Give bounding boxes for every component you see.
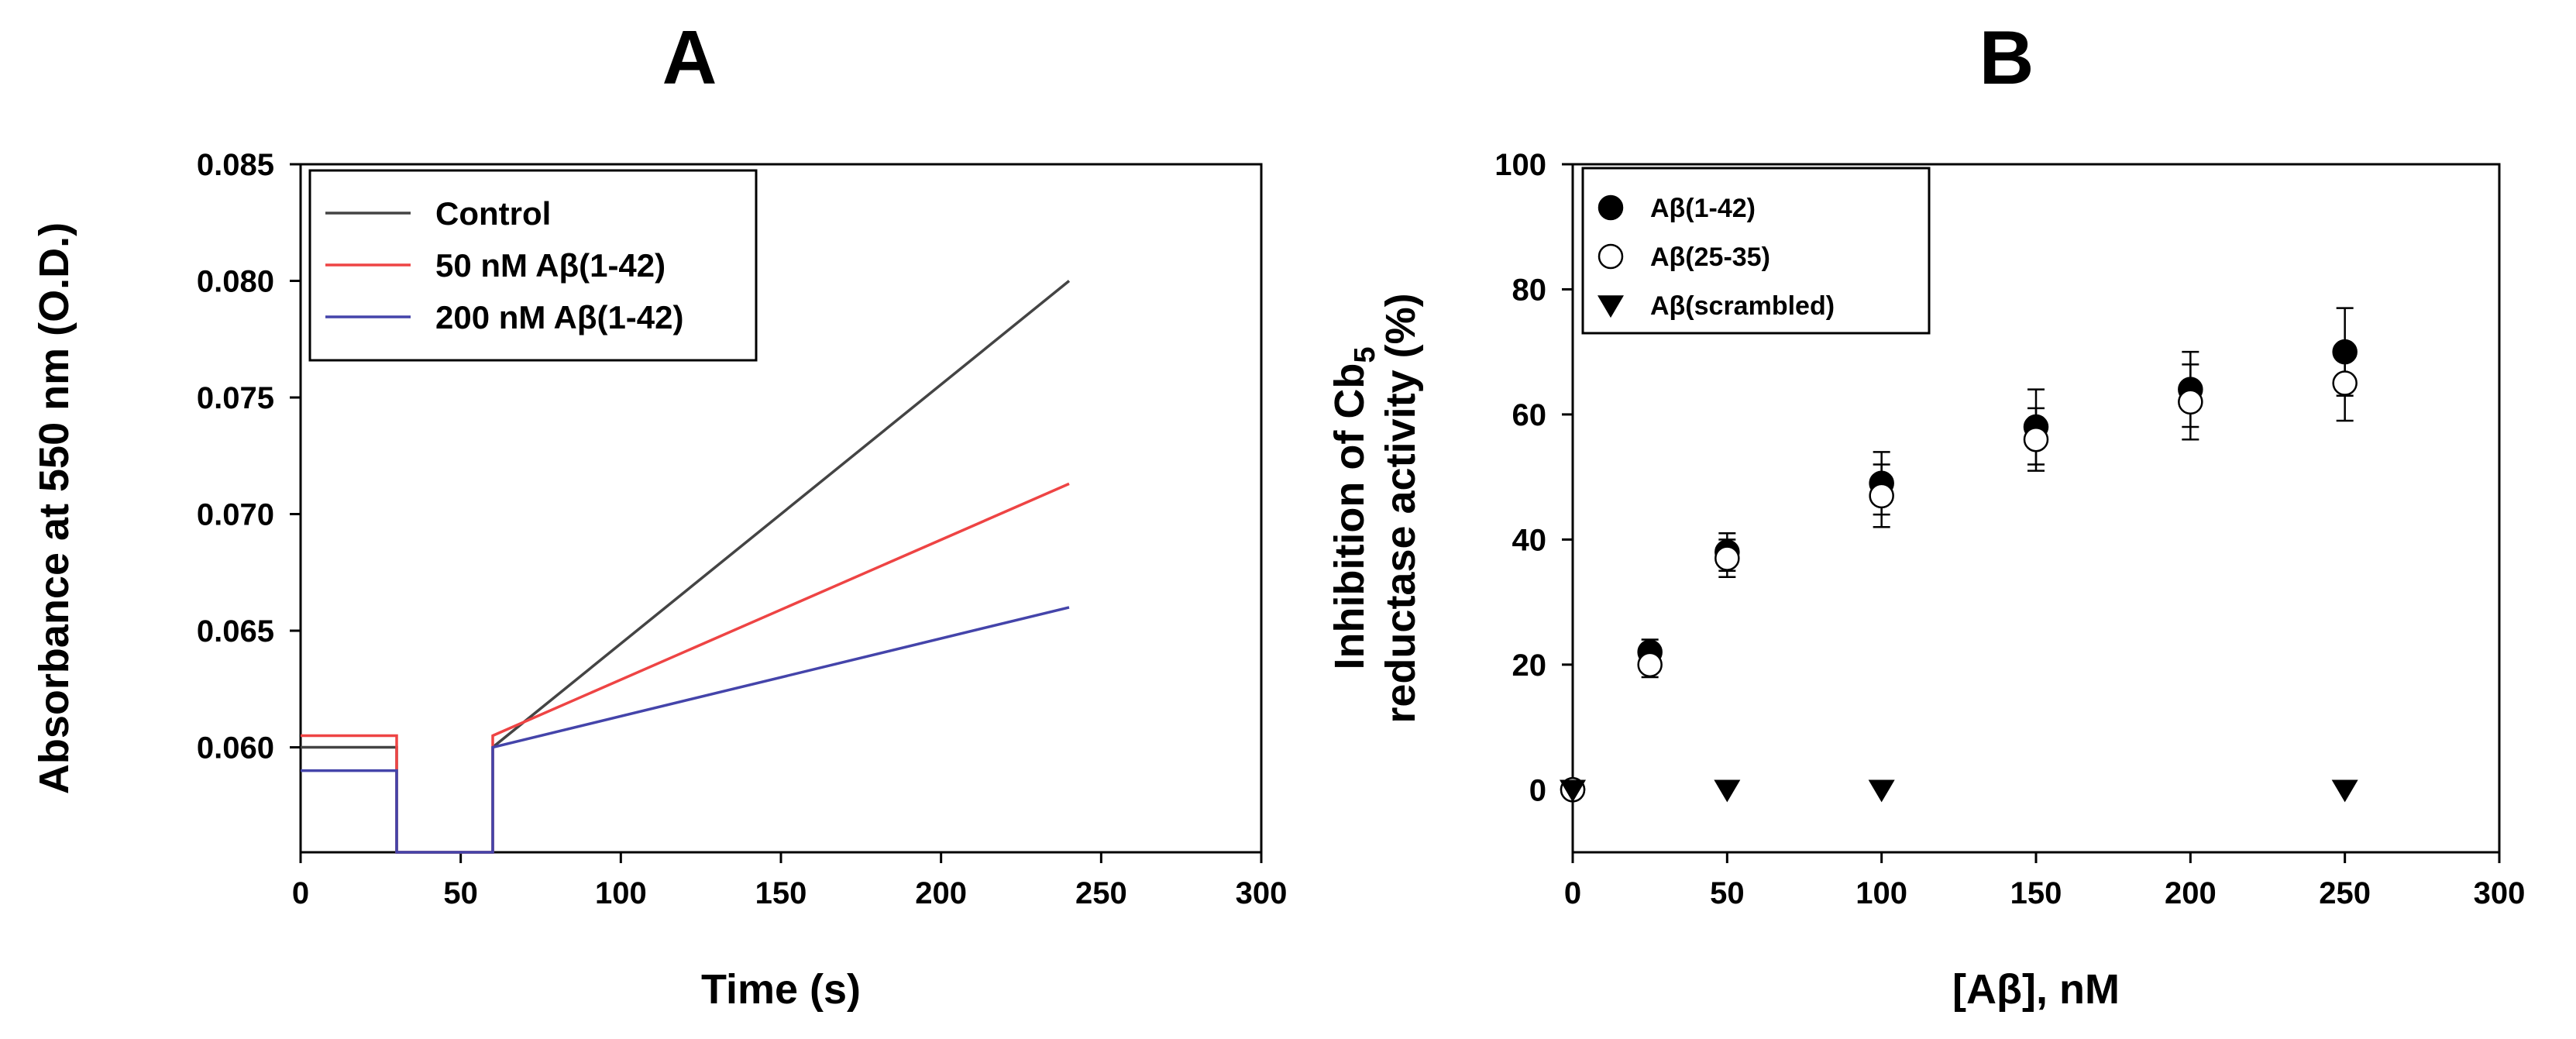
panel-b-ylabel-text: Inhibition of Cb (1326, 363, 1373, 670)
panel-b-ytick-label: 80 (1512, 273, 1547, 307)
panel-b-legend-label-2: Aβ(scrambled) (1650, 291, 1835, 321)
panel-b-ytick-label: 20 (1512, 649, 1547, 683)
panel-a-ytick-label: 0.060 (197, 731, 274, 765)
panel-a-series-line-0 (301, 280, 1071, 854)
panel-a-axes: 0 50 100 150 200 250 300 0.060 0.065 0.070 0.075 0.… (197, 148, 1287, 910)
panel-a-legend-entries: Control 50 nM Aβ(1-42) 200 nM Aβ(1-42) (325, 195, 684, 335)
panel-a-ytick-label: 0.075 (197, 381, 274, 415)
panel-b-legend-marker-0 (1598, 194, 1624, 221)
panel-b-ytick-label: 0 (1529, 773, 1546, 807)
panel-b-point-1 (2023, 426, 2049, 452)
panel-b-legend-label-1: Aβ(25-35) (1650, 243, 1770, 272)
panel-b-xtick-label: 300 (2474, 876, 2526, 910)
panel-b-legend: Aβ(1-42) Aβ(25-35) Aβ(scrambled) (1581, 167, 1931, 335)
panel-b-point-1 (1637, 652, 1663, 678)
panel-b-axes: 0 50 100 150 200 250 300 0 20 40 60 80 100 (1494, 148, 2525, 910)
panel-a-ylabel: Absorbance at 550 nm (O.D.) (31, 222, 77, 794)
panel-b-point-2 (1714, 779, 1741, 803)
panel-a-ytick-label: 0.065 (197, 614, 274, 649)
panel-b-ytick-label: 100 (1494, 148, 1546, 182)
panel-a-legend: Control 50 nM Aβ(1-42) 200 nM Aβ(1-42) (308, 169, 758, 362)
panel-b-xtick-label: 150 (2010, 876, 2062, 910)
panel-a-letter: A (662, 15, 717, 100)
panel-b-point-2 (1868, 779, 1895, 803)
panel-a-xtick-label: 0 (292, 876, 309, 910)
panel-b-letter: B (1979, 15, 2034, 100)
panel-a: A 0 50 100 150 200 250 300 0.060 0.065 0.070 0.075… (31, 15, 1287, 1013)
panel-b-xlabel: [Aβ], nM (1952, 966, 2120, 1013)
panel-a-legend-label-1: 50 nM Aβ(1-42) (435, 247, 665, 284)
panel-b-ylabel-subscript: 5 (1349, 346, 1381, 363)
panel-b-xtick-label: 250 (2319, 876, 2371, 910)
panel-b-xtick-label: 0 (1564, 876, 1581, 910)
panel-b-point-2 (1560, 779, 1586, 803)
panel-b-ytick-label: 60 (1512, 398, 1547, 432)
panel-b-legend-label-0: Aβ(1-42) (1650, 194, 1756, 223)
panel-a-series (301, 280, 1071, 854)
panel-b-point-2 (2331, 779, 2358, 803)
panel-b-xtick-label: 200 (2165, 876, 2217, 910)
panel-b-point-1 (2332, 370, 2358, 396)
panel-a-xtick-label: 50 (443, 876, 478, 910)
panel-b-ylabel-line2: reductase activity (%) (1377, 293, 1424, 723)
panel-b-legend-marker-2 (1598, 295, 1624, 318)
panel-b-legend-marker-1 (1598, 243, 1624, 270)
panel-a-legend-label-0: Control (435, 195, 551, 232)
panel-a-ytick-label: 0.070 (197, 498, 274, 532)
panel-b-point-1 (1869, 483, 1894, 509)
panel-b-legend-entries: Aβ(1-42) Aβ(25-35) Aβ(scrambled) (1598, 194, 1835, 321)
panel-a-ytick-label: 0.080 (197, 265, 274, 299)
panel-b-legend-box (1581, 167, 1931, 335)
panel-b-ytick-label: 40 (1512, 523, 1547, 557)
panel-b-xtick-label: 50 (1710, 876, 1745, 910)
panel-a-xtick-label: 150 (755, 876, 807, 910)
panel-a-ytick-label: 0.085 (197, 148, 274, 182)
panel-a-series-line-2 (301, 606, 1070, 854)
panel-a-xtick-label: 200 (915, 876, 967, 910)
panel-b: B 0 50 100 150 200 250 300 0 20 40 60 80 100 [Aβ], n… (1326, 15, 2525, 1013)
panel-b-point-1 (2178, 389, 2203, 415)
panel-a-xtick-label: 100 (595, 876, 647, 910)
panel-a-xlabel: Time (s) (701, 966, 861, 1013)
panel-b-series (1560, 307, 2358, 803)
panel-b-point-1 (1714, 545, 1740, 571)
panel-b-ylabel-line1: Inhibition of Cb5 (1326, 346, 1381, 669)
panel-a-xtick-label: 300 (1236, 876, 1288, 910)
panel-b-xtick-label: 100 (1855, 876, 1907, 910)
panel-a-series-line-1 (301, 482, 1070, 854)
panel-a-legend-label-2: 200 nM Aβ(1-42) (435, 299, 684, 335)
panel-a-xtick-label: 250 (1075, 876, 1127, 910)
